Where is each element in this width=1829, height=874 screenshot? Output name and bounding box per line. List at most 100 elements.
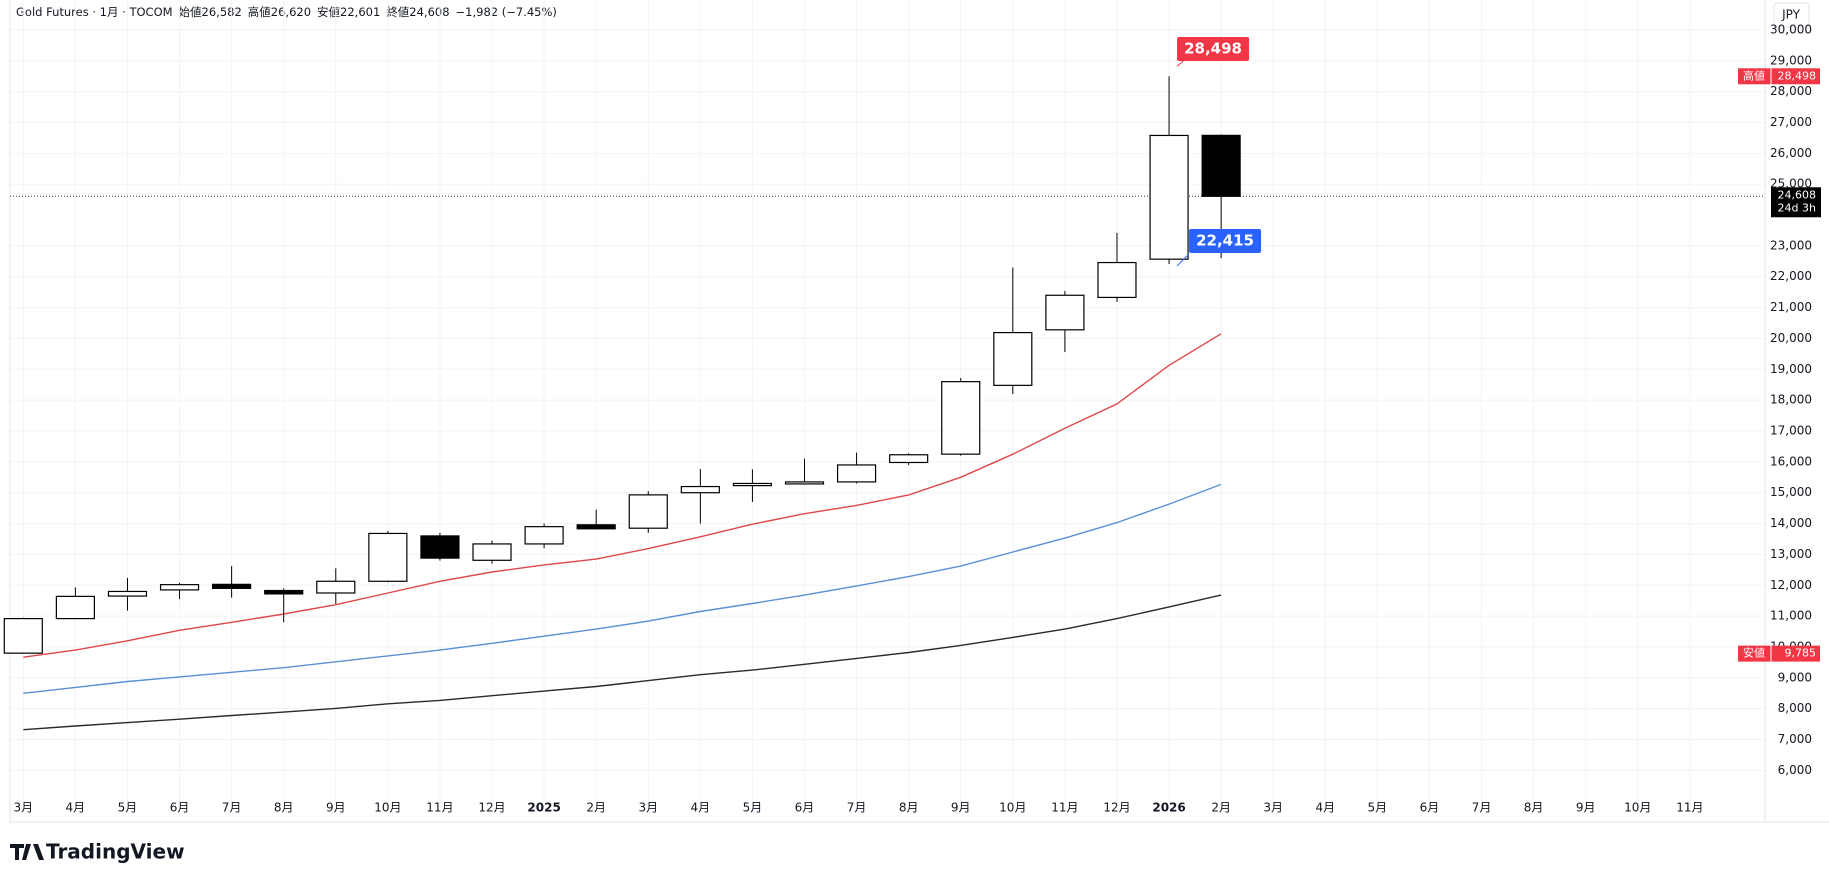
brand: TradingView [46,840,185,864]
y-tick-label: 20,000 [1770,331,1812,345]
y-tick-label: 27,000 [1770,115,1812,129]
y-tick-label: 8,000 [1778,701,1812,715]
candle-body [472,543,512,561]
y-tick-label: 12,000 [1770,578,1812,592]
low-callout-pointer [1176,253,1190,267]
candle-body [159,584,200,591]
high-callout-label: 28,498 [1184,40,1242,58]
x-tick-label: 8月 [274,801,294,815]
candle-body [1045,294,1085,331]
y-tick-label: 30,000 [1770,22,1812,36]
candle-body [524,526,564,545]
y-tick-label: 15,000 [1770,485,1812,499]
x-tick-label: 12月 [478,801,505,815]
y-tick-label: 28,000 [1770,84,1812,98]
candle-body [680,485,720,494]
axis-tag [1738,68,1820,85]
header-text: Gold Futures · 1月 · TOCOM 始値26,582 高値26,62… [16,5,557,19]
x-tick-label: 10月 [1624,801,1651,815]
candle-body [55,595,95,620]
y-tick-label: 18,000 [1770,393,1812,407]
x-tick-label: 5月 [743,801,763,815]
candle-body [316,580,356,594]
countdown: 24d 3h [1778,201,1816,214]
header-symbol: Gold Futures · 1月 · TOCOM [16,5,173,19]
y-tick-label: 16,000 [1770,454,1812,468]
x-tick-label: 11月 [426,801,453,815]
header-close-label: 終値 [386,5,409,19]
candle-body [889,454,929,464]
x-tick-label: 9月 [326,801,346,815]
x-tick-label: 12月 [1103,801,1130,815]
header-close: 24,608 [409,5,449,19]
candle-body [1097,261,1137,299]
y-tick-label: 19,000 [1770,362,1812,376]
candle-body [420,535,460,559]
candle-body [368,532,408,582]
header-low: 22,601 [340,5,380,19]
logo-icon [10,844,44,860]
candle-body [576,524,616,530]
x-tick-label: 11月 [1051,801,1078,815]
x-tick-label: 3月 [638,801,658,815]
header-open-label: 始値 [179,5,202,19]
y-tick-label: 11,000 [1770,609,1812,623]
x-tick-label: 10月 [374,801,401,815]
high-callout [1177,37,1250,61]
currency-box[interactable] [1773,2,1810,28]
y-tick-label: 6,000 [1778,763,1812,777]
x-tick-label: 9月 [951,801,971,815]
y-tick-label: 21,000 [1770,300,1812,314]
x-tick-label: 3月 [1263,801,1283,815]
x-tick-label: 4月 [691,801,711,815]
y-tick-label: 14,000 [1770,516,1812,530]
x-tick-label: 4月 [1315,801,1335,815]
candle-body [732,482,773,487]
candle-body [1201,134,1241,197]
x-tick-label: 6月 [795,801,815,815]
x-tick-label: 5月 [118,801,138,815]
y-tick-label: 23,000 [1770,238,1812,252]
x-tick-label: 6月 [1420,801,1440,815]
currency: JPY [1781,8,1801,22]
logo: TradingView [10,840,185,864]
candle-body [212,583,252,589]
x-tick-label: 7月 [847,801,867,815]
grid [10,0,1765,806]
axis-tag-name: 安値 [1743,646,1765,660]
y-tick-label: 25,000 [1770,177,1812,191]
y-tick-label: 29,000 [1770,53,1812,67]
header-high: 26,620 [271,5,311,19]
candle-body [941,381,981,455]
moving-average-line [23,333,1222,658]
axis-tag [1738,645,1820,662]
x-tick-label: 2月 [586,801,606,815]
x-tick-label: 5月 [1368,801,1388,815]
y-tick-label: 7,000 [1778,732,1812,746]
candle-body [264,589,304,595]
header-low-label: 安値 [317,5,340,19]
x-tick-label: 7月 [222,801,242,815]
low-callout [1189,228,1262,253]
candle-body [107,590,148,597]
x-tick-label: 2025 [527,801,560,815]
moving-average-line [23,483,1222,694]
x-tick-label: 6月 [170,801,190,815]
moving-average-line [23,594,1222,731]
low-callout-label: 22,415 [1196,231,1254,249]
header-change: −1,982 (−7.45%) [456,5,557,19]
header-high-label: 高値 [248,5,271,19]
axis-tag-label: 9,785 [1785,647,1817,660]
x-tick-label: 8月 [1524,801,1544,815]
x-tick-label: 2026 [1152,801,1185,815]
x-tick-label: 3月 [13,801,33,815]
y-tick-label: 22,000 [1770,269,1812,283]
y-tick-label: 17,000 [1770,424,1812,438]
candle-body [993,331,1033,386]
axis-tag-name: 高値 [1743,68,1765,82]
candle-body [836,464,877,483]
x-tick-label: 2月 [1211,801,1231,815]
axis-tag-label: 28,498 [1778,69,1817,82]
x-tick-label: 9月 [1576,801,1596,815]
x-tick-label: 10月 [999,801,1026,815]
